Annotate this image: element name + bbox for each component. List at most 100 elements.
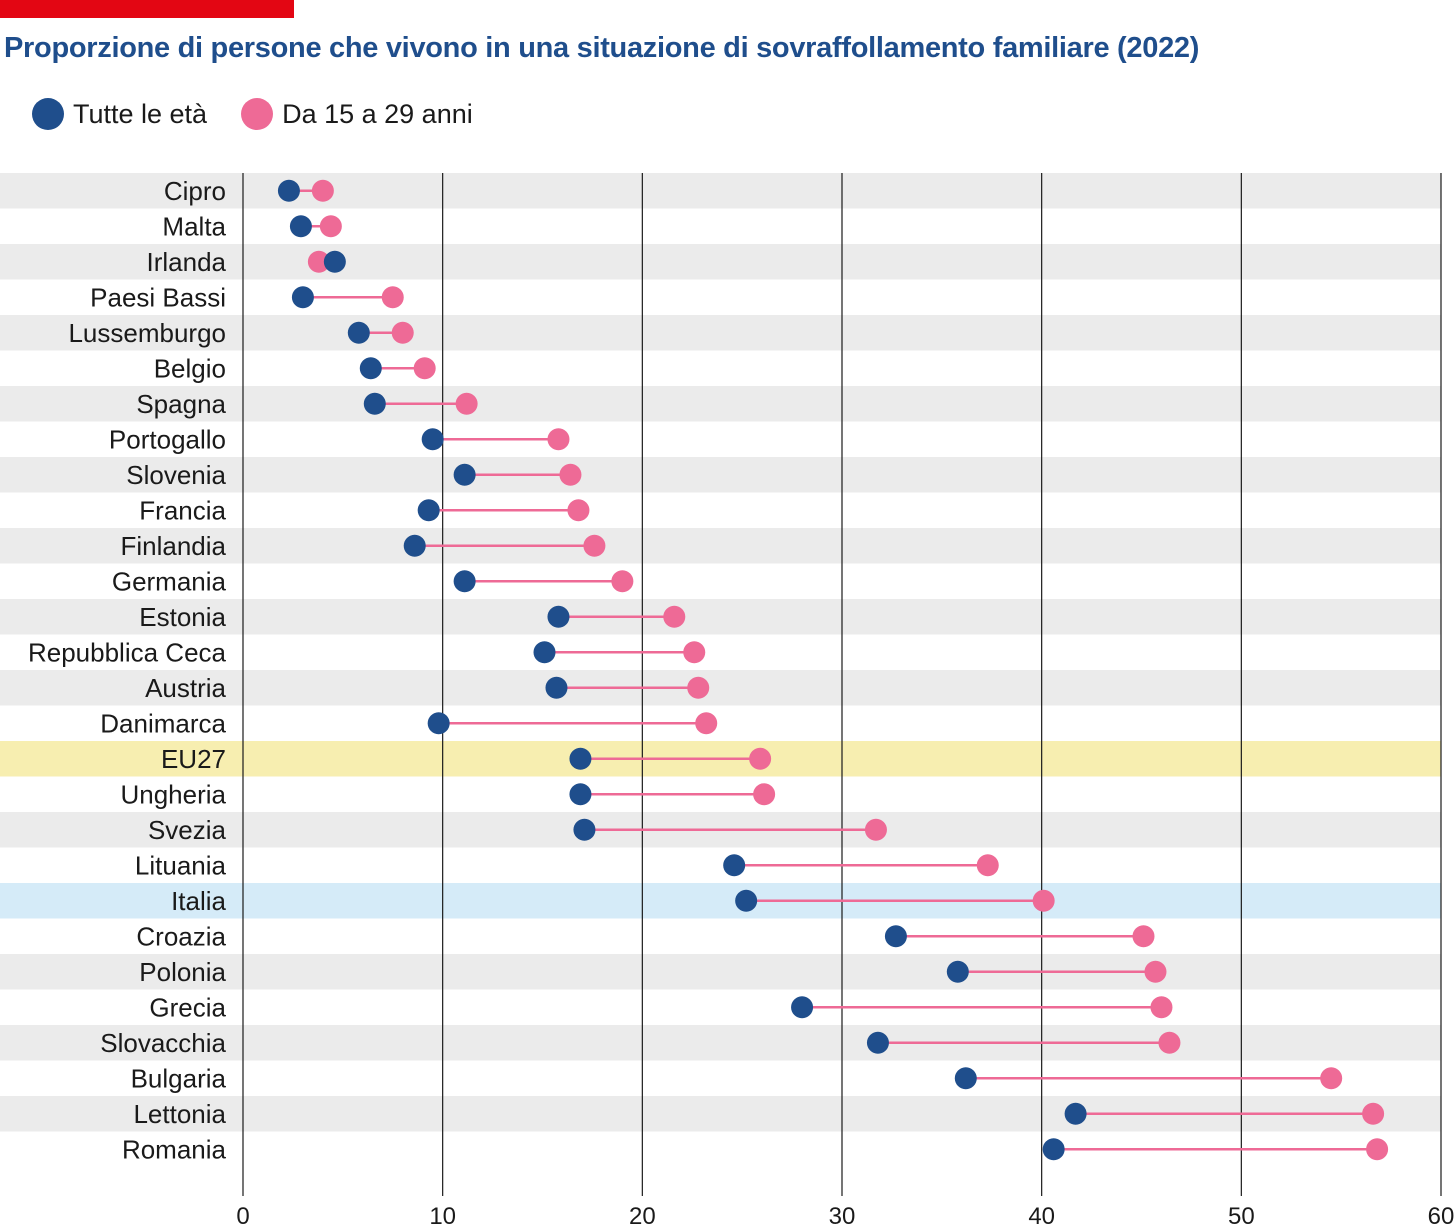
point-all-ages-ungheria	[569, 783, 592, 806]
legend-item-15-29: Da 15 a 29 anni	[241, 98, 473, 130]
row-band-belgio	[0, 350, 1441, 386]
point-15-29-germania	[611, 570, 634, 593]
point-all-ages-slovenia	[453, 463, 476, 486]
x-tick-label-0: 0	[236, 1203, 249, 1230]
category-label-slovacchia: Slovacchia	[100, 1028, 226, 1058]
chart-title: Proporzione di persone che vivono in una…	[4, 32, 1200, 64]
category-label-croazia: Croazia	[136, 921, 226, 951]
category-label-eu27: EU27	[161, 744, 226, 774]
point-all-ages-danimarca	[427, 712, 450, 735]
point-all-ages-polonia	[946, 960, 969, 983]
x-tick-label-30: 30	[829, 1203, 856, 1230]
category-label-repubblica-ceca: Repubblica Ceca	[28, 637, 227, 667]
category-label-estonia: Estonia	[139, 602, 226, 632]
point-15-29-romania	[1366, 1138, 1389, 1161]
row-band-repubblica-ceca	[0, 634, 1441, 670]
row-band-portogallo	[0, 421, 1441, 457]
point-all-ages-irlanda	[323, 250, 346, 273]
row-band-irlanda	[0, 244, 1441, 280]
point-15-29-cipro	[311, 179, 334, 202]
point-all-ages-francia	[417, 499, 440, 522]
category-label-ungheria: Ungheria	[120, 779, 226, 809]
point-all-ages-lussemburgo	[347, 321, 370, 344]
point-15-29-slovenia	[559, 463, 582, 486]
category-label-belgio: Belgio	[154, 353, 226, 383]
row-band-lituania	[0, 847, 1441, 883]
point-all-ages-slovacchia	[866, 1031, 889, 1054]
point-all-ages-repubblica-ceca	[533, 641, 556, 664]
point-all-ages-malta	[289, 215, 312, 238]
legend-swatch-15-29	[241, 98, 274, 130]
category-label-lussemburgo: Lussemburgo	[68, 318, 226, 348]
point-15-29-lettonia	[1362, 1102, 1385, 1125]
row-band-finlandia	[0, 528, 1441, 564]
point-all-ages-paesi-bassi	[291, 286, 314, 309]
legend-swatch-all-ages	[32, 98, 64, 130]
category-label-francia: Francia	[139, 495, 226, 525]
row-band-italia	[0, 883, 1441, 919]
category-label-slovenia: Slovenia	[126, 460, 226, 490]
point-15-29-spagna	[455, 392, 478, 415]
point-all-ages-croazia	[884, 925, 907, 948]
legend-label-all-ages: Tutte le età	[73, 98, 208, 129]
point-15-29-slovacchia	[1158, 1031, 1181, 1054]
row-band-slovacchia	[0, 1025, 1441, 1061]
point-15-29-polonia	[1144, 960, 1167, 983]
category-label-grecia: Grecia	[149, 992, 226, 1022]
point-all-ages-eu27	[569, 747, 592, 770]
point-15-29-estonia	[663, 605, 686, 628]
row-band-lussemburgo	[0, 315, 1441, 351]
x-tick-label-20: 20	[629, 1203, 656, 1230]
row-band-grecia	[0, 989, 1441, 1025]
point-15-29-italia	[1032, 889, 1055, 912]
category-label-austria: Austria	[145, 673, 226, 703]
point-15-29-lituania	[976, 854, 999, 877]
category-label-spagna: Spagna	[136, 389, 226, 419]
point-15-29-ungheria	[753, 783, 776, 806]
point-15-29-grecia	[1150, 996, 1173, 1019]
point-all-ages-estonia	[547, 605, 570, 628]
point-15-29-bulgaria	[1320, 1067, 1343, 1090]
point-all-ages-svezia	[573, 818, 596, 841]
point-15-29-finlandia	[583, 534, 606, 557]
category-label-cipro: Cipro	[164, 176, 226, 206]
category-label-polonia: Polonia	[139, 957, 226, 987]
category-label-malta: Malta	[162, 211, 226, 241]
category-label-bulgaria: Bulgaria	[131, 1063, 227, 1093]
category-label-lettonia: Lettonia	[133, 1099, 226, 1129]
point-15-29-lussemburgo	[391, 321, 414, 344]
category-label-danimarca: Danimarca	[100, 708, 226, 738]
row-band-germania	[0, 563, 1441, 599]
point-all-ages-grecia	[791, 996, 814, 1019]
row-band-malta	[0, 208, 1441, 244]
row-band-spagna	[0, 386, 1441, 422]
category-label-romania: Romania	[122, 1134, 227, 1164]
row-band-polonia	[0, 954, 1441, 990]
point-15-29-francia	[567, 499, 590, 522]
category-label-portogallo: Portogallo	[109, 424, 226, 454]
category-label-irlanda: Irlanda	[147, 247, 227, 277]
x-tick-label-40: 40	[1028, 1203, 1055, 1230]
point-all-ages-italia	[735, 889, 758, 912]
point-all-ages-germania	[453, 570, 476, 593]
category-label-lituania: Lituania	[135, 850, 227, 880]
legend-item-all-ages: Tutte le età	[32, 98, 207, 130]
row-band-danimarca	[0, 705, 1441, 741]
point-all-ages-austria	[545, 676, 568, 699]
point-15-29-danimarca	[695, 712, 718, 735]
row-band-estonia	[0, 599, 1441, 635]
x-tick-label-50: 50	[1228, 1203, 1255, 1230]
point-all-ages-portogallo	[421, 428, 444, 451]
category-label-finlandia: Finlandia	[120, 531, 226, 561]
row-band-slovenia	[0, 457, 1441, 493]
point-all-ages-cipro	[277, 179, 300, 202]
point-all-ages-lettonia	[1064, 1102, 1087, 1125]
point-all-ages-bulgaria	[954, 1067, 977, 1090]
point-15-29-repubblica-ceca	[683, 641, 706, 664]
row-band-francia	[0, 492, 1441, 528]
point-15-29-austria	[687, 676, 710, 699]
point-all-ages-romania	[1042, 1138, 1065, 1161]
row-band-croazia	[0, 918, 1441, 954]
row-band-cipro	[0, 173, 1441, 209]
